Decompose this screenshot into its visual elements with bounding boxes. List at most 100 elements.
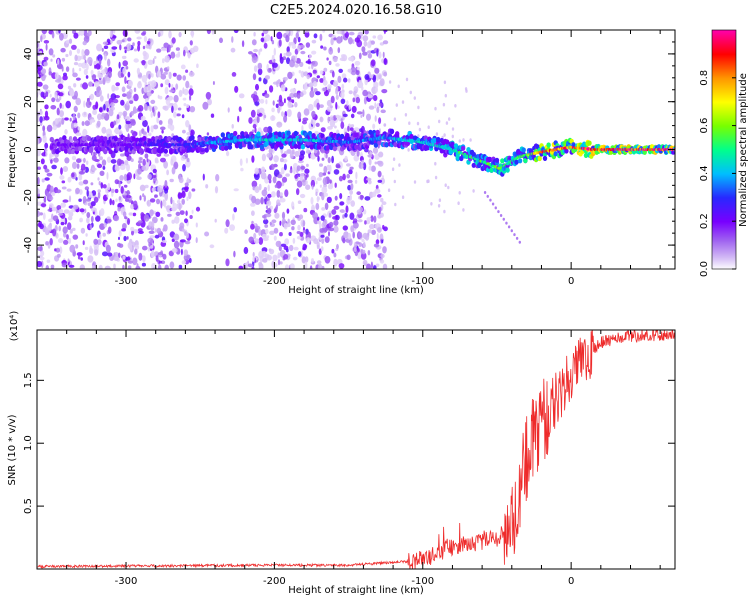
noise-speckle bbox=[189, 215, 193, 219]
noise-speckle bbox=[310, 175, 316, 182]
ridge-cell bbox=[181, 148, 186, 154]
colorbar-cell bbox=[712, 241, 736, 243]
noise-speckle bbox=[122, 93, 127, 97]
noise-speckle bbox=[240, 167, 244, 172]
noise-speckle bbox=[388, 80, 392, 84]
noise-speckle bbox=[377, 160, 384, 167]
noise-speckle bbox=[285, 173, 290, 177]
noise-speckle bbox=[362, 89, 368, 97]
noise-speckle bbox=[359, 206, 364, 213]
noise-speckle bbox=[342, 30, 345, 37]
ridge-cell bbox=[197, 146, 202, 152]
noise-speckle bbox=[254, 198, 261, 205]
noise-speckle bbox=[362, 259, 368, 266]
colorbar-cell bbox=[712, 45, 736, 47]
noise-speckle bbox=[451, 134, 454, 139]
noise-speckle bbox=[161, 240, 167, 243]
noise-speckle bbox=[39, 256, 45, 261]
noise-speckle bbox=[76, 158, 82, 163]
noise-speckle bbox=[381, 201, 387, 206]
noise-speckle bbox=[52, 54, 56, 58]
noise-speckle bbox=[341, 83, 345, 90]
noise-speckle bbox=[372, 35, 377, 39]
colorbar-cell bbox=[712, 228, 736, 230]
noise-speckle bbox=[368, 158, 372, 166]
noise-speckle bbox=[274, 184, 278, 188]
colorbar-cell bbox=[712, 98, 736, 100]
noise-speckle bbox=[276, 80, 279, 88]
noise-speckle bbox=[129, 100, 134, 104]
colorbar-cell bbox=[712, 42, 736, 44]
ridge-cell bbox=[156, 139, 161, 145]
noise-speckle bbox=[64, 129, 68, 135]
noise-speckle bbox=[248, 51, 253, 55]
ridge-cell bbox=[389, 129, 395, 135]
noise-speckle bbox=[369, 223, 375, 230]
ridge-cell bbox=[293, 130, 298, 136]
noise-speckle bbox=[72, 234, 79, 240]
noise-speckle bbox=[331, 71, 335, 78]
noise-speckle bbox=[157, 264, 162, 269]
noise-speckle bbox=[67, 258, 70, 263]
noise-speckle bbox=[39, 212, 43, 216]
noise-speckle bbox=[354, 60, 361, 66]
noise-speckle bbox=[349, 189, 353, 195]
noise-speckle bbox=[284, 264, 290, 269]
noise-speckle bbox=[370, 261, 373, 269]
noise-speckle bbox=[401, 100, 405, 104]
x-tick-label: -300 bbox=[115, 276, 138, 287]
noise-speckle bbox=[163, 42, 169, 48]
noise-speckle bbox=[147, 125, 150, 133]
colorbar-cell bbox=[712, 130, 736, 132]
colorbar-cell bbox=[712, 56, 736, 58]
colorbar-cell bbox=[712, 138, 736, 140]
colorbar-cell bbox=[712, 40, 736, 42]
colorbar-cell bbox=[712, 231, 736, 233]
noise-speckle bbox=[137, 168, 142, 175]
noise-speckle bbox=[215, 174, 220, 182]
noise-speckle bbox=[178, 89, 183, 97]
noise-speckle bbox=[349, 127, 354, 131]
noise-speckle bbox=[175, 211, 181, 216]
noise-speckle bbox=[237, 115, 240, 123]
noise-speckle bbox=[69, 50, 72, 56]
colorbar-cell bbox=[712, 143, 736, 145]
colorbar-cell bbox=[712, 43, 736, 45]
noise-speckle bbox=[438, 198, 442, 202]
noise-speckle bbox=[269, 248, 275, 255]
ridge-cell bbox=[494, 157, 500, 163]
colorbar-cell bbox=[712, 156, 736, 158]
noise-speckle bbox=[375, 263, 380, 267]
noise-speckle bbox=[271, 191, 276, 198]
noise-speckle bbox=[366, 217, 372, 221]
noise-speckle bbox=[354, 37, 361, 43]
noise-speckle bbox=[59, 175, 65, 180]
colorbar-cell bbox=[712, 75, 736, 77]
noise-speckle bbox=[178, 264, 183, 269]
noise-speckle bbox=[328, 212, 332, 218]
noise-speckle bbox=[302, 120, 307, 125]
noise-speckle bbox=[73, 105, 78, 113]
ridge-cell bbox=[71, 148, 76, 155]
colorbar-cell bbox=[712, 175, 736, 177]
colorbar-cell bbox=[712, 95, 736, 97]
noise-speckle bbox=[276, 190, 281, 198]
noise-speckle bbox=[340, 118, 343, 122]
noise-speckle bbox=[98, 264, 103, 269]
noise-speckle bbox=[142, 45, 146, 50]
noise-speckle bbox=[42, 125, 46, 132]
noise-speckle bbox=[370, 59, 376, 67]
noise-speckle bbox=[281, 111, 284, 117]
noise-speckle bbox=[333, 225, 339, 233]
noise-speckle bbox=[60, 167, 63, 175]
noise-speckle bbox=[289, 263, 295, 269]
noise-speckle bbox=[137, 228, 143, 232]
noise-speckle bbox=[368, 165, 372, 171]
noise-speckle bbox=[155, 211, 161, 217]
noise-speckle bbox=[331, 248, 335, 254]
noise-speckle bbox=[97, 163, 103, 169]
ridge-cell bbox=[286, 130, 291, 136]
noise-speckle bbox=[205, 91, 212, 100]
colorbar-cell bbox=[712, 139, 736, 141]
noise-speckle bbox=[72, 204, 79, 210]
